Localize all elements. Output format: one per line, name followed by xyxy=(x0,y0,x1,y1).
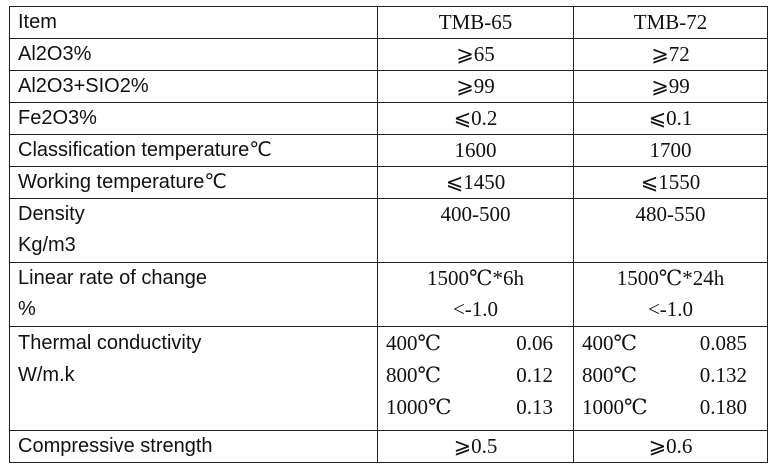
row-label-working-temperature: Working temperature℃ xyxy=(9,166,378,199)
tmb72-tc-line: 400℃ 0.085 xyxy=(582,328,767,360)
tmb72-tc-value: 0.085 xyxy=(699,331,747,355)
tmb72-tc-temp: 1000℃ xyxy=(582,395,648,419)
row-label-classification-temperature: Classification temperature℃ xyxy=(9,134,378,167)
tmb72-tc-temp: 800℃ xyxy=(582,363,637,387)
cell-tmb65-classification-temperature: 1600 xyxy=(377,134,574,167)
table-row: Al2O3+SIO2% ⩾99 ⩾99 xyxy=(9,70,768,103)
tmb65-tc-value: 0.06 xyxy=(516,331,553,355)
tmb72-tc-value: 0.180 xyxy=(699,395,747,419)
table-row: Classification temperature℃ 1600 1700 xyxy=(9,134,768,167)
cell-tmb72-density: 480-550 xyxy=(573,198,768,263)
row-label-compressive-strength: Compressive strength xyxy=(9,430,378,463)
table-row: Working temperature℃ ⩽1450 ⩽1550 xyxy=(9,166,768,199)
header-item: Item xyxy=(9,6,378,39)
row-label-fe2o3: Fe2O3% xyxy=(9,102,378,135)
tmb65-tc-value: 0.12 xyxy=(516,363,553,387)
tmb72-linear-value: <-1.0 xyxy=(647,297,694,321)
tmb65-linear-condition: 1500℃*6h xyxy=(427,266,524,290)
row-label-al2o3: Al2O3% xyxy=(9,38,378,71)
cell-tmb72-linear-rate: 1500℃*24h <-1.0 xyxy=(573,262,768,327)
cell-tmb72-thermal-conductivity: 400℃ 0.085 800℃ 0.132 1000℃ 0.180 xyxy=(573,326,768,431)
linear-rate-label: Linear rate of change xyxy=(18,267,208,289)
row-label-linear-rate: Linear rate of change % xyxy=(9,262,378,327)
cell-tmb72-classification-temperature: 1700 xyxy=(573,134,768,167)
tmb65-tc-value: 0.13 xyxy=(516,395,553,419)
cell-tmb72-fe2o3: ⩽0.1 xyxy=(573,102,768,135)
row-label-thermal-conductivity: Thermal conductivity W/m.k xyxy=(9,326,378,431)
spec-sheet: Item TMB-65 TMB-72 Al2O3% ⩾65 ⩾72 Al2O3+… xyxy=(9,6,768,463)
row-label-density: Density Kg/m3 xyxy=(9,198,378,263)
cell-tmb72-working-temperature: ⩽1550 xyxy=(573,166,768,199)
tmb72-linear-condition: 1500℃*24h xyxy=(616,266,725,290)
tmb65-tc-line: 800℃ 0.12 xyxy=(386,359,573,391)
tmb65-tc-line: 1000℃ 0.13 xyxy=(386,391,573,423)
cell-tmb65-linear-rate: 1500℃*6h <-1.0 xyxy=(377,262,574,327)
linear-rate-unit: % xyxy=(18,298,36,320)
table-row: Density Kg/m3 400-500 480-550 xyxy=(9,198,768,263)
tmb72-tc-temp: 400℃ xyxy=(582,331,637,355)
thermal-conductivity-unit: W/m.k xyxy=(18,364,75,386)
cell-tmb72-al2o3-sio2: ⩾99 xyxy=(573,70,768,103)
cell-tmb65-thermal-conductivity: 400℃ 0.06 800℃ 0.12 1000℃ 0.13 xyxy=(377,326,574,431)
cell-tmb65-density: 400-500 xyxy=(377,198,574,263)
table-row: Compressive strength ⩾0.5 ⩾0.6 xyxy=(9,430,768,463)
table-row: Fe2O3% ⩽0.2 ⩽0.1 xyxy=(9,102,768,135)
cell-tmb65-fe2o3: ⩽0.2 xyxy=(377,102,574,135)
cell-tmb65-al2o3: ⩾65 xyxy=(377,38,574,71)
tmb65-tc-temp: 1000℃ xyxy=(386,395,452,419)
tmb65-tc-temp: 400℃ xyxy=(386,331,441,355)
cell-tmb72-compressive-strength: ⩾0.6 xyxy=(573,430,768,463)
tmb65-tc-line: 400℃ 0.06 xyxy=(386,328,573,360)
row-label-al2o3-sio2: Al2O3+SIO2% xyxy=(9,70,378,103)
tmb65-linear-value: <-1.0 xyxy=(452,297,499,321)
density-unit: Kg/m3 xyxy=(18,234,76,256)
header-tmb-65: TMB-65 xyxy=(377,6,574,39)
cell-tmb72-al2o3: ⩾72 xyxy=(573,38,768,71)
thermal-conductivity-label: Thermal conductivity xyxy=(18,332,202,354)
tmb72-tc-line: 1000℃ 0.180 xyxy=(582,391,767,423)
cell-tmb65-al2o3-sio2: ⩾99 xyxy=(377,70,574,103)
specification-table: Item TMB-65 TMB-72 Al2O3% ⩾65 ⩾72 Al2O3+… xyxy=(9,6,768,463)
header-tmb-72: TMB-72 xyxy=(573,6,768,39)
table-row: Al2O3% ⩾65 ⩾72 xyxy=(9,38,768,71)
density-label: Density xyxy=(18,203,85,225)
tmb65-tc-temp: 800℃ xyxy=(386,363,441,387)
table-row: Linear rate of change % 1500℃*6h <-1.0 1… xyxy=(9,262,768,327)
tmb72-tc-line: 800℃ 0.132 xyxy=(582,359,767,391)
table-row: Thermal conductivity W/m.k 400℃ 0.06 800… xyxy=(9,326,768,431)
cell-tmb65-compressive-strength: ⩾0.5 xyxy=(377,430,574,463)
tmb72-tc-value: 0.132 xyxy=(699,363,747,387)
cell-tmb65-working-temperature: ⩽1450 xyxy=(377,166,574,199)
header-row: Item TMB-65 TMB-72 xyxy=(9,6,768,39)
